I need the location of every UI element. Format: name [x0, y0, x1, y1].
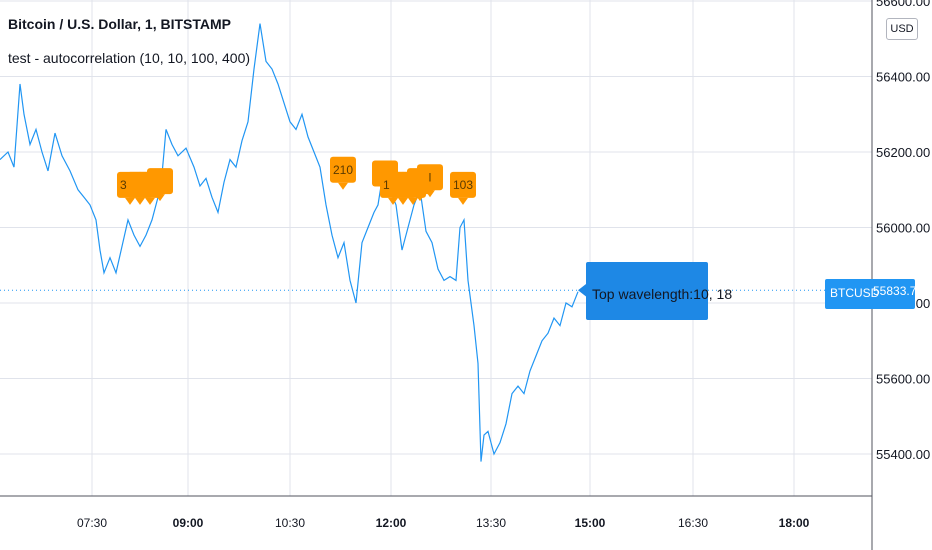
y-tick-label: 56600.00 [876, 0, 930, 9]
top-wavelength-pointer [578, 283, 587, 298]
x-tick-label: 18:00 [779, 516, 810, 530]
marker-pointer [338, 182, 348, 190]
y-tick-label: 55600.00 [876, 372, 930, 387]
marker-label: 103 [453, 178, 473, 192]
price-value: 55833.74 [873, 284, 924, 298]
x-tick-label: 16:30 [678, 516, 708, 530]
chart-marks [0, 23, 826, 462]
marker-pointer [155, 194, 165, 202]
y-tick-label: 56000.00 [876, 221, 930, 236]
x-tick-label: 07:30 [77, 516, 107, 530]
x-tick-label: 15:00 [575, 516, 606, 530]
marker-pointer [425, 190, 435, 198]
marker-pointer [125, 197, 135, 205]
y-tick-label: 56400.00 [876, 70, 930, 85]
marker-box [147, 168, 173, 195]
autocorrelation-marker: l [417, 164, 443, 198]
x-tick-label: 09:00 [173, 516, 204, 530]
top-wavelength-label [586, 262, 708, 320]
chart-title: Bitcoin / U.S. Dollar, 1, BITSTAMP [8, 16, 231, 32]
marker-box [450, 171, 476, 198]
autocorrelation-marker [147, 168, 173, 202]
marker-pointer [458, 197, 468, 205]
x-tick-label: 12:00 [376, 516, 407, 530]
autocorrelation-markers: 399210166l103 [117, 156, 476, 205]
marker-pointer [388, 197, 398, 205]
autocorrelation-marker: 103 [450, 171, 476, 205]
chart-grid [0, 0, 872, 496]
y-tick-label: 56200.00 [876, 145, 930, 160]
last-price-tag [825, 279, 915, 309]
marker-pointer [145, 197, 155, 205]
price-series-line [0, 23, 579, 462]
study-legend[interactable]: test - autocorrelation (10, 10, 100, 400… [8, 50, 251, 66]
top-wavelength-text: Top wavelength:10, 18 [592, 286, 733, 302]
marker-pointer [415, 194, 425, 202]
price-countdown: 00:28 [880, 310, 911, 324]
marker-box [417, 164, 443, 191]
marker-pointer [408, 197, 418, 205]
autocorrelation-marker: 210 [330, 156, 356, 190]
x-tick-label: 10:30 [275, 516, 305, 530]
price-symbol: BTCUSD [830, 286, 880, 300]
marker-pointer [398, 197, 408, 205]
x-tick-label: 13:30 [476, 516, 506, 530]
marker-label: l [429, 170, 432, 184]
currency-button[interactable]: USD [886, 18, 918, 40]
marker-pointer [135, 197, 145, 205]
y-tick-label: 55400.00 [876, 447, 930, 462]
marker-box [330, 156, 356, 183]
marker-label: 210 [333, 163, 353, 177]
